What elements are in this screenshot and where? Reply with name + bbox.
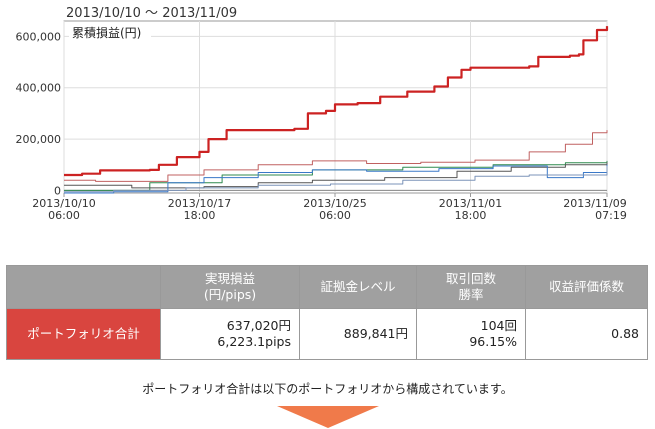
pl-pips: 6,223.1pips [217, 334, 291, 349]
header-realized-pl: 実現損益 (円/pips) [160, 265, 300, 309]
y-tick-label: 600,000 [16, 30, 62, 43]
chart-title: 累積損益(円) [72, 25, 141, 40]
y-tick-label: 0 [54, 184, 61, 197]
y-tick-labels: 0 200,000 400,000 600,000 [16, 30, 62, 197]
header-trades-line1: 取引回数 [445, 271, 496, 286]
header-trades-line2: 勝率 [458, 287, 484, 302]
header-margin-level: 証拠金レベル [299, 265, 417, 309]
table-row: ポートフォリオ合計 637,020円 6,223.1pips 889,841円 … [6, 308, 648, 360]
composition-note: ポートフォリオ合計は以下のポートフォリオから構成されています。 [142, 382, 513, 396]
header-coefficient: 収益評価係数 [525, 265, 648, 309]
x-tick-label: 2013/11/01 [439, 197, 502, 210]
header-trades: 取引回数 勝率 [416, 265, 526, 309]
x-tick-label-time: 18:00 [455, 209, 487, 222]
trade-count: 104回 [480, 318, 517, 333]
portfolio-name[interactable]: ポートフォリオ合計 [6, 308, 161, 360]
table-header-row: 実現損益 (円/pips) 証拠金レベル 取引回数 勝率 収益評価係数 [6, 265, 648, 309]
header-pl-line1: 実現損益 [204, 271, 255, 286]
realized-pl-cell: 637,020円 6,223.1pips [160, 308, 300, 360]
down-arrow-icon[interactable] [277, 406, 379, 428]
x-tick-label-time: 06:00 [319, 209, 351, 222]
x-tick-labels: 2013/10/1006:002013/10/1718:002013/10/25… [32, 197, 627, 222]
x-tick-label: 2013/10/25 [303, 197, 366, 210]
x-tick-label: 2013/11/09 [563, 197, 626, 210]
chart-title-bg [69, 24, 151, 40]
x-tick-label-time: 18:00 [184, 209, 216, 222]
header-corner [6, 265, 161, 309]
y-tick-label: 200,000 [16, 133, 62, 146]
series-lines [64, 26, 609, 194]
x-tick-label-time: 06:00 [48, 209, 80, 222]
series-line-5 [64, 164, 608, 194]
date-range: 2013/10/10 ～ 2013/11/09 [66, 6, 238, 21]
x-tick-label: 2013/10/17 [168, 197, 231, 210]
header-pl-line2: (円/pips) [203, 287, 257, 302]
portfolio-table: 実現損益 (円/pips) 証拠金レベル 取引回数 勝率 収益評価係数 ポートフ… [6, 265, 648, 360]
series-line-2 [64, 130, 608, 182]
series-line-1 [64, 26, 609, 177]
pl-yen: 637,020円 [226, 318, 291, 333]
win-rate: 96.15% [469, 334, 517, 349]
trades-cell: 104回 96.15% [416, 308, 526, 360]
y-tick-label: 400,000 [16, 82, 62, 95]
x-tick-label: 2013/10/10 [32, 197, 95, 210]
coefficient-cell: 0.88 [525, 308, 648, 360]
margin-cell: 889,841円 [299, 308, 417, 360]
series-line-6 [64, 166, 608, 193]
x-tick-label-time: 07:19 [595, 209, 627, 222]
